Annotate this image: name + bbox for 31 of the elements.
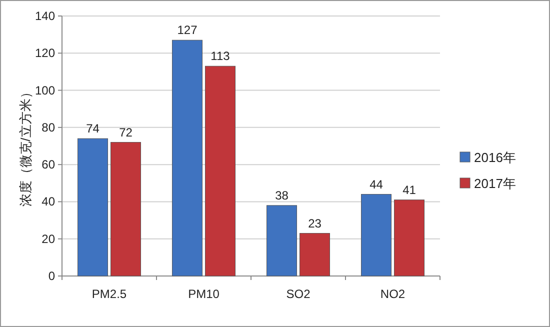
y-tick-label: 0	[48, 269, 56, 283]
data-label: 23	[308, 216, 322, 230]
y-tick-label: 60	[42, 158, 56, 172]
x-tick-label: NO2	[380, 287, 406, 301]
data-label: 127	[177, 23, 198, 38]
bar	[205, 66, 236, 276]
x-tick-label: PM2.5	[92, 287, 127, 301]
bar	[78, 138, 108, 276]
y-axis-title: 浓度（微克/立方米）	[18, 86, 33, 206]
data-label: 74	[86, 122, 100, 136]
x-tick-label: SO2	[286, 287, 311, 301]
y-tick-label: 20	[42, 232, 56, 246]
y-tick-label: 120	[34, 46, 56, 60]
bar	[300, 233, 330, 276]
bar	[266, 205, 297, 276]
bar	[172, 40, 202, 276]
bar	[361, 194, 392, 276]
legend-label: 2016年	[474, 150, 516, 165]
data-label: 41	[402, 182, 416, 197]
y-tick-label: 40	[42, 194, 56, 209]
x-tick-label: PM10	[188, 287, 220, 301]
data-label: 72	[119, 125, 133, 140]
legend-label: 2017年	[474, 176, 516, 191]
bar	[110, 142, 141, 276]
data-label: 113	[210, 49, 230, 64]
y-tick-label: 140	[34, 9, 56, 23]
y-tick-label: 80	[42, 120, 56, 134]
bar	[394, 200, 424, 276]
y-tick-label: 100	[34, 83, 56, 98]
data-label: 44	[370, 177, 384, 192]
data-label: 38	[275, 188, 289, 202]
